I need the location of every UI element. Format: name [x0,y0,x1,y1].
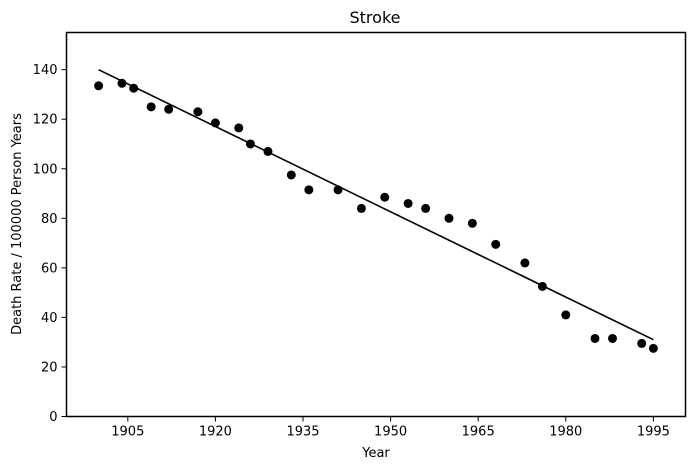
data-point [333,185,343,195]
fit-line-group [98,68,654,341]
y-tick-label: 20 [41,360,58,375]
y-axis-ticks: 0 20 40 60 80 100 120 140 [33,63,67,425]
data-point [117,78,127,88]
y-tick-label: 60 [41,261,58,276]
data-point [648,343,658,353]
x-tick-label: 1920 [199,425,232,440]
chart-title: Stroke [350,8,401,27]
x-tick-label: 1935 [286,425,319,440]
data-points [94,78,658,353]
data-point [129,83,139,93]
data-point [146,102,156,112]
data-point [561,310,571,320]
data-point [356,203,366,213]
x-tick-label: 1905 [111,425,144,440]
y-tick-label: 140 [33,63,58,78]
x-axis-label: Year [361,446,390,461]
data-point [193,107,203,117]
data-point [164,104,174,114]
x-tick-label: 1965 [462,425,495,440]
y-axis-label: Death Rate / 100000 Person Years [10,113,25,335]
data-point [210,118,220,128]
data-point [94,81,104,91]
y-tick-label: 40 [41,311,58,326]
data-point [520,258,530,268]
data-point [537,281,547,291]
data-point [467,218,477,228]
y-tick-label: 120 [33,113,58,128]
data-point [234,123,244,133]
data-point [286,170,296,180]
y-tick-label: 0 [49,410,57,425]
x-tick-label: 1980 [549,425,582,440]
plot-area [65,31,687,418]
y-tick-label: 80 [41,212,58,227]
data-point [380,192,390,202]
x-tick-label: 1995 [637,425,670,440]
data-point [491,239,501,249]
data-point [444,213,454,223]
data-point [590,333,600,343]
data-point [608,333,618,343]
data-point [403,198,413,208]
x-tick-label: 1950 [374,425,407,440]
data-point [421,203,431,213]
data-point [637,338,647,348]
y-tick-label: 100 [33,162,58,177]
regression-line [98,68,654,341]
data-point [304,185,314,195]
x-axis-ticks: 1905 1920 1935 1950 1965 1980 1995 [111,416,670,440]
data-point [245,139,255,149]
data-point [263,146,273,156]
